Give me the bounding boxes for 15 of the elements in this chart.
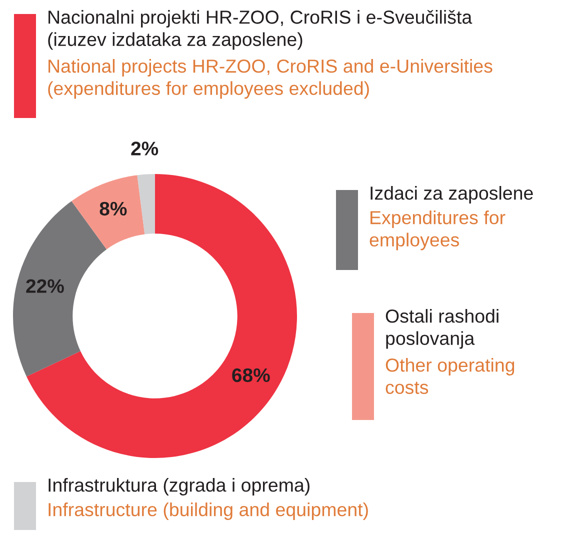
text: National projects HR-ZOO, CroRIS and e-Universities (expenditures for employees excluded) [48, 59, 492, 99]
donut-slice [26, 174, 297, 458]
legend-label: Izdaci za zaposlene [370, 186, 533, 204]
data-label: 22% [26, 279, 64, 293]
text: Expenditures for employees [370, 210, 506, 250]
legend-label: Ostali rashodi poslovanja [386, 309, 498, 349]
legend-label: Nacionalni projekti HR-ZOO, CroRIS i e-Sveučilišta (izuzev izdataka za zaposlene) [48, 10, 472, 50]
data-label: 2% [131, 142, 158, 156]
data-label: 8% [100, 202, 127, 216]
text: Infrastructure (building and equipment) [48, 502, 368, 520]
legend-label: Infrastruktura (zgrada i oprema) [48, 478, 310, 496]
donut-slice [137, 174, 155, 234]
text: Other operating costs [386, 358, 514, 394]
donut-slice [72, 175, 145, 250]
data-label: 68% [232, 368, 270, 382]
